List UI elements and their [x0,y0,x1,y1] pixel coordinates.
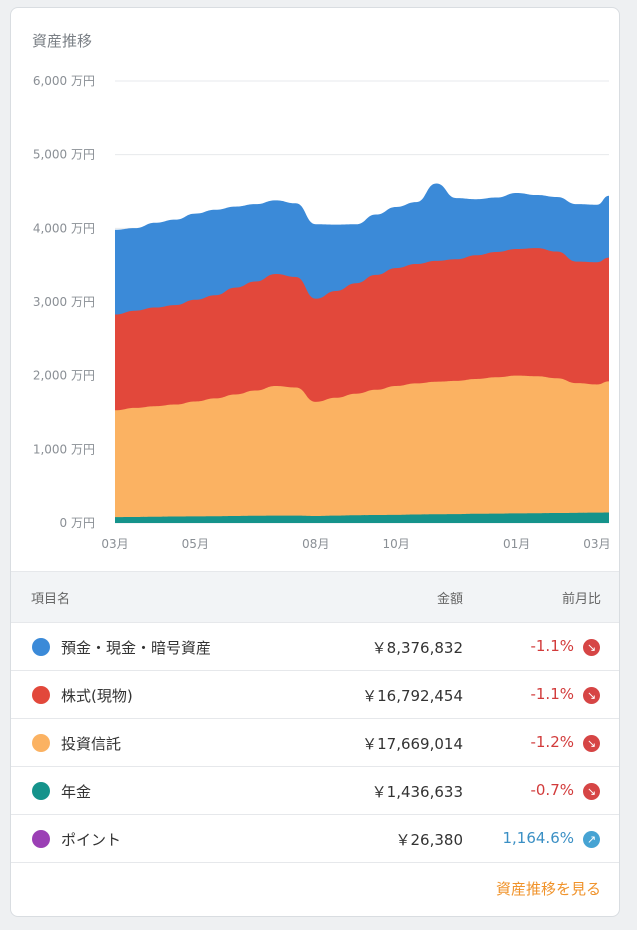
row-amount: ￥17,669,014 [362,735,463,753]
legend-dot [32,638,50,656]
x-tick-label: 10月 [382,537,409,551]
header-name: 項目名 [31,592,71,607]
row-change: -1.2% [530,733,574,751]
row-change: -0.7% [530,781,574,799]
x-tick-label: 01月 [503,537,530,551]
row-name: 投資信託 [61,735,122,753]
row-name: ポイント [61,831,122,849]
view-asset-trend-link[interactable]: 資産推移を見る [495,880,601,898]
asset-table: 項目名 金額 前月比 預金・現金・暗号資産 ￥8,376,832 -1.1% ↘ 株式(… [11,571,619,863]
table-row: ポイント ￥26,380 1,164.6% ↗ [11,814,619,862]
legend-dot [32,830,50,848]
header-change: 前月比 [561,592,601,607]
asset-area-chart: 6,000 万円 5,000 万円 4,000 万円 3,000 万円 2,000 万円… [33,74,611,551]
x-tick-label: 03月 [583,537,610,551]
legend-dot [32,734,50,752]
area-series-pension [115,512,609,523]
legend-dot [32,782,50,800]
table-row: 年金 ￥1,436,633 -0.7% ↘ [11,766,619,814]
arrow-down-right-icon: ↘ [583,735,600,752]
card-title: 資産推移 [32,32,93,50]
area-series-funds [115,375,609,523]
x-tick-label: 05月 [182,537,209,551]
table-header: 項目名 金額 前月比 [11,571,619,622]
row-amount: ￥8,376,832 [371,639,463,657]
table-bottom-divider [11,862,619,863]
y-tick-label: 0 万円 [60,516,95,530]
asset-trend-card: 資産推移 6,000 万円 5,000 万円 4,000 万円 3,000 万円 2,0… [10,7,620,917]
arrow-down-right-icon: ↘ [583,783,600,800]
y-tick-label: 3,000 万円 [33,295,95,309]
row-change: 1,164.6% [502,829,574,847]
row-amount: ￥26,380 [395,831,464,849]
row-change: -1.1% [530,637,574,655]
row-amount: ￥1,436,633 [371,783,463,801]
x-tick-label: 08月 [302,537,329,551]
y-tick-label: 1,000 万円 [33,442,95,456]
y-tick-label: 2,000 万円 [33,369,95,383]
row-name: 株式(現物) [61,687,133,705]
arrow-down-right-icon: ↘ [583,687,600,704]
table-row: 預金・現金・暗号資産 ￥8,376,832 -1.1% ↘ [11,622,619,670]
y-tick-label: 4,000 万円 [33,221,95,235]
legend-dot [32,686,50,704]
header-amount: 金額 [436,592,463,607]
arrow-down-right-icon: ↘ [583,639,600,656]
arrow-up-right-icon: ↗ [583,831,600,848]
y-tick-label: 5,000 万円 [33,148,95,162]
row-name: 預金・現金・暗号資産 [61,639,212,657]
table-body: 預金・現金・暗号資産 ￥8,376,832 -1.1% ↘ 株式(現物) ￥16,792,… [11,622,619,863]
row-amount: ￥16,792,454 [362,687,463,705]
x-tick-label: 03月 [101,537,128,551]
y-tick-label: 6,000 万円 [33,74,95,88]
table-row: 株式(現物) ￥16,792,454 -1.1% ↘ [11,670,619,718]
row-change: -1.1% [530,685,574,703]
row-name: 年金 [61,783,92,801]
table-row: 投資信託 ￥17,669,014 -1.2% ↘ [11,718,619,766]
